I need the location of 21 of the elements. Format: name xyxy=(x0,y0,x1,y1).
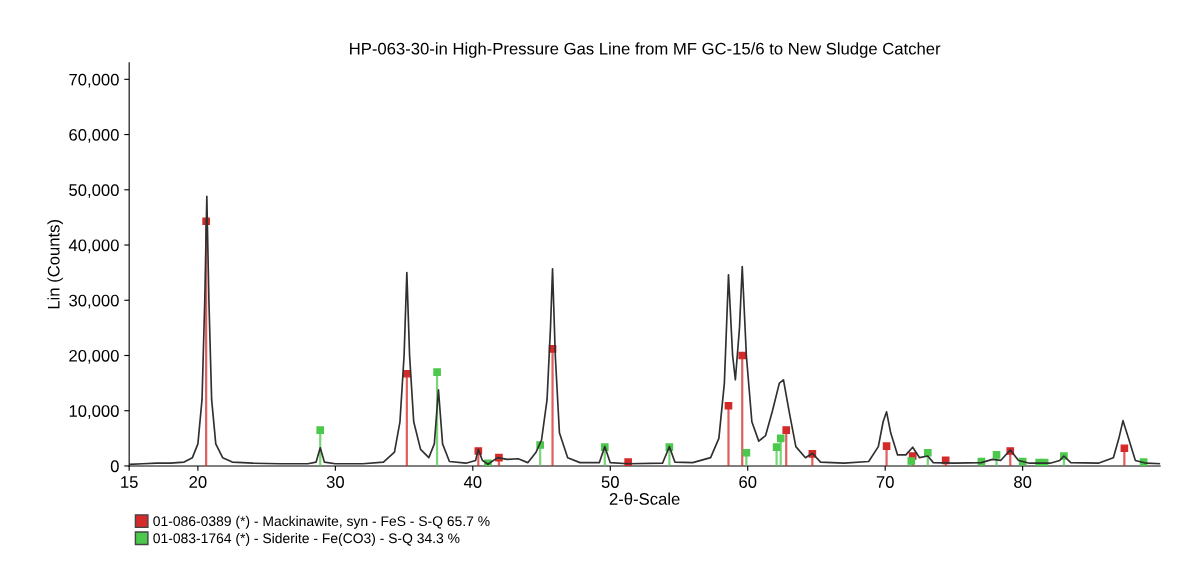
y-tick-label: 40,000 xyxy=(68,239,119,254)
y-tick-label: 60,000 xyxy=(69,128,119,143)
y-tick-label: 10,000 xyxy=(69,405,119,419)
x-tick-label: 15 xyxy=(121,476,138,488)
x-tick-label: 40 xyxy=(463,476,482,488)
y-tick-label: 30,000 xyxy=(69,294,119,309)
y-tick-label: 50,000 xyxy=(69,184,119,198)
legend-label: 01-086-0389 (*) - Mackinawite, syn - FeS - S-Q 65.7 % xyxy=(153,515,490,529)
legend-label: 01-083-1764 (*) - Siderite - Fe(CO3) - S-Q 34.3 % xyxy=(153,532,460,546)
y-axis-title: Lin (Counts) xyxy=(47,220,63,309)
y-tick-label: 70,000 xyxy=(69,73,119,88)
x-tick-label: 60 xyxy=(739,476,757,488)
x-tick-label: 50 xyxy=(601,476,619,488)
x-tick-label: 30 xyxy=(326,476,344,488)
y-tick-label: 20,000 xyxy=(69,349,119,364)
x-axis-title: 2-θ-Scale xyxy=(609,492,680,505)
y-tick-label: 0 xyxy=(110,460,119,473)
chart-title: HP-063-30-in High-Pressure Gas Line from MF GC-15/6 to New Sludge Catcher xyxy=(350,42,941,58)
x-tick-label: 70 xyxy=(876,476,894,488)
x-tick-label: 80 xyxy=(1014,476,1032,488)
x-tick-label: 20 xyxy=(189,476,207,488)
